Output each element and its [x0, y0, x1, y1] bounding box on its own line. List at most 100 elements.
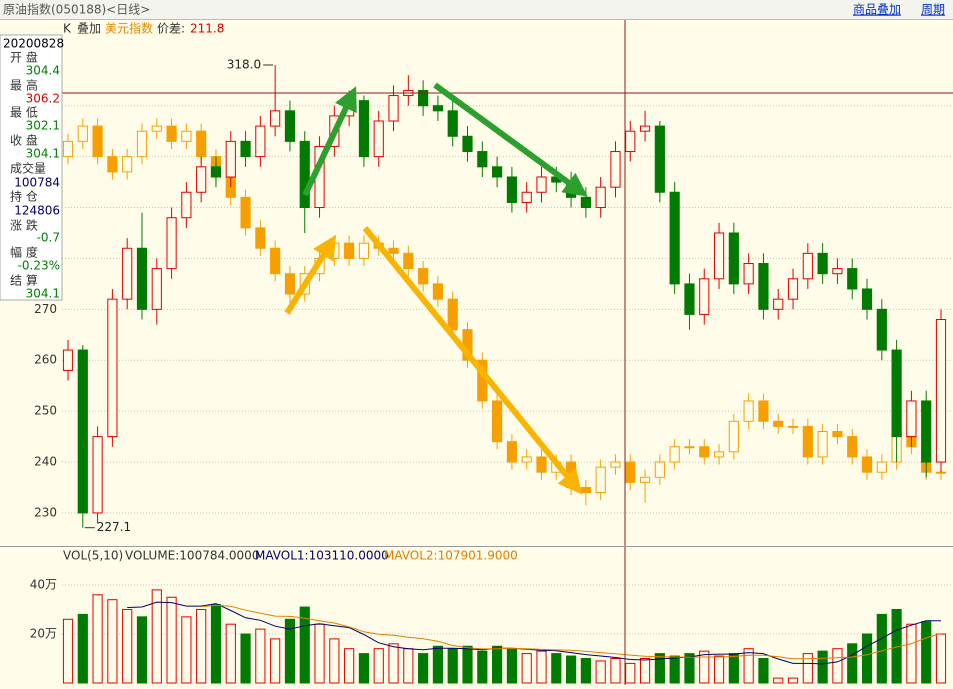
candle-body [92, 436, 103, 514]
candle-body [713, 451, 725, 458]
candle-body [136, 247, 148, 310]
candle-body [861, 456, 873, 473]
candle-body [255, 125, 266, 158]
spread-value: 211.8 [190, 22, 224, 36]
volume-bar [314, 623, 325, 684]
candle-body [62, 140, 74, 158]
candle-body [935, 319, 947, 463]
candle-body [921, 400, 932, 463]
candle-body [166, 125, 177, 142]
spread-label: 价差: [157, 22, 185, 36]
candle-body [802, 425, 813, 458]
candle-body [373, 120, 384, 158]
candle-body [284, 273, 296, 295]
candle-body [891, 349, 902, 438]
candle-body [358, 100, 370, 158]
candle-body [388, 247, 399, 254]
candle-body [418, 268, 429, 285]
volume-bar [699, 650, 710, 684]
volume-bar [565, 655, 577, 684]
annotation: 227.1 [97, 520, 131, 534]
candle-body [610, 461, 621, 468]
info-label: 幅 度 [10, 245, 38, 260]
volume-bar [521, 653, 532, 684]
candle-body [625, 130, 636, 153]
legend-entry: 美元指数 [105, 21, 153, 36]
y-tick-label: 240 [34, 455, 57, 469]
candle-body [210, 166, 222, 178]
volume-bar [373, 648, 384, 684]
info-label: 成交量 [10, 161, 46, 176]
candle-body [773, 420, 784, 427]
info-value: 302.1 [26, 119, 60, 133]
info-date: 20200828 [3, 37, 64, 51]
volume-bar [418, 653, 429, 684]
candle-body [787, 425, 799, 428]
y-tick-label: 250 [34, 404, 57, 418]
y-tick-label: 20万 [30, 626, 57, 640]
tab[interactable]: K [63, 22, 72, 36]
candle-body [107, 156, 118, 173]
candle-body [787, 278, 799, 300]
candle-body [935, 471, 947, 474]
info-value: 304.1 [26, 147, 60, 161]
candle-body [122, 247, 133, 300]
trend-arrow [433, 82, 588, 197]
volume-bar [62, 618, 74, 684]
candle-body [817, 430, 828, 458]
trend-arrow [362, 226, 583, 495]
candle-body [536, 456, 547, 473]
candle-body [743, 263, 754, 285]
candle-body [196, 130, 207, 158]
info-label: 收 盘 [10, 133, 38, 148]
candle-body [107, 298, 118, 438]
candle-body [832, 268, 843, 275]
candle-body [432, 283, 444, 300]
volume-bar [151, 589, 162, 684]
candle-body [388, 95, 399, 122]
volume-bar [921, 621, 932, 684]
volume-bar [196, 608, 207, 684]
candle-body [62, 349, 74, 371]
candle-body [876, 461, 887, 473]
candle-body [122, 156, 133, 173]
volume-bar [654, 653, 665, 684]
link[interactable]: 商品叠加 [853, 2, 901, 17]
info-label: 开 盘 [10, 50, 38, 65]
candle-body [92, 125, 103, 158]
info-panel: 20200828 开 盘 304.4 最 高 306.2 最 低 302.1 收… [0, 34, 64, 301]
info-label: 持 仓 [10, 189, 38, 204]
volume-bar [255, 628, 266, 684]
trend-arrow [284, 234, 337, 315]
y-tick-label: 260 [34, 353, 57, 367]
info-label: 最 低 [10, 106, 38, 120]
candle-body [447, 110, 458, 137]
candle-body [610, 151, 621, 188]
candle-body [77, 349, 88, 514]
volume-bar [713, 655, 725, 684]
candle-body [196, 166, 207, 193]
volume-bar [329, 638, 340, 684]
candle-body [432, 105, 444, 112]
candle-body [773, 298, 784, 310]
ma-line [127, 601, 941, 665]
candle-body [906, 400, 917, 438]
candle-body [270, 247, 281, 275]
candle-body [255, 227, 266, 249]
volume-bar [817, 650, 828, 684]
volume-bar [240, 633, 251, 684]
volume-bar [270, 638, 281, 684]
candle-body [817, 252, 828, 275]
link[interactable]: 周期 [921, 3, 945, 17]
candle-body [802, 252, 813, 280]
candle-body [876, 308, 887, 351]
candle-body [77, 125, 88, 142]
candle-body [580, 486, 591, 494]
volume-bar [728, 653, 739, 684]
tab[interactable]: 叠加 [77, 22, 101, 36]
ma-line [201, 604, 942, 660]
candle-body [758, 400, 769, 422]
candle-body [492, 400, 503, 443]
info-value: 100784 [14, 176, 60, 190]
